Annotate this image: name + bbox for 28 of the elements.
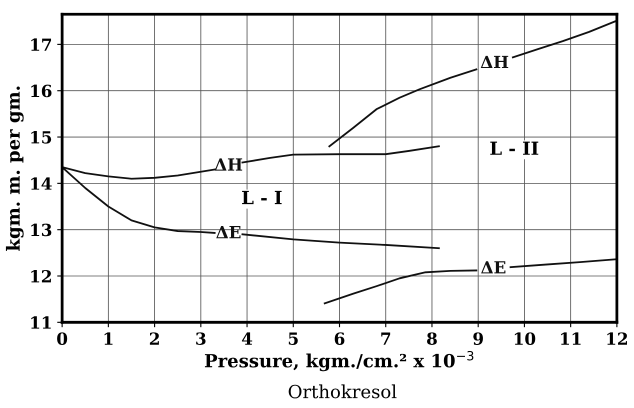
annotation: L - I	[242, 190, 282, 204]
x-tick-label: 0	[57, 332, 68, 345]
x-tick-label: 8	[427, 332, 437, 345]
y-axis-title: kgm. m. per gm.	[6, 86, 24, 251]
x-axis-title: Pressure, kgm./cm.² x 10$^{−3}$	[204, 350, 474, 372]
series-label: ΔH	[480, 56, 508, 68]
y-tick-label: 13	[31, 224, 52, 236]
x-tick-label: 7	[381, 332, 390, 345]
y-tick-label: 15	[31, 130, 52, 144]
y-tick-label: 12	[31, 270, 51, 282]
text: Orthokresol	[288, 384, 396, 398]
x-tick-label: 1	[104, 332, 112, 345]
x-tick-label: 6	[334, 332, 344, 345]
x-tick-label: 11	[561, 332, 581, 345]
y-tick-label: 16	[31, 84, 52, 98]
x-tick-label: 12	[607, 332, 627, 345]
y-tick-label: 11	[31, 316, 51, 329]
x-tick-label: 9	[473, 332, 483, 345]
series-label: ΔE	[481, 261, 506, 274]
x-tick-label: 5	[288, 332, 298, 345]
x-tick-label: 3	[196, 332, 206, 345]
series-label: ΔH	[214, 158, 242, 171]
x-tick-label: 10	[514, 332, 536, 345]
y-tick-label: 14	[31, 177, 52, 190]
y-tick-label: 17	[31, 38, 52, 51]
annotation: L - II	[490, 142, 538, 155]
x-tick-label: 2	[150, 332, 159, 345]
x-tick-label: 4	[242, 332, 252, 345]
